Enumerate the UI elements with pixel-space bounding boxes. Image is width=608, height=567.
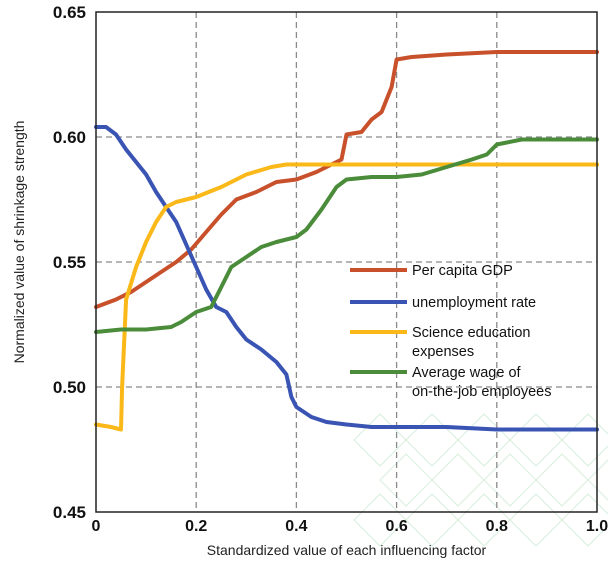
series-lines bbox=[96, 52, 597, 430]
x-tick-label: 1.0 bbox=[586, 518, 608, 535]
watermark-diamond bbox=[354, 414, 406, 466]
watermark-diamond bbox=[536, 454, 588, 506]
y-tick-label: 0.55 bbox=[53, 253, 86, 272]
watermark-diamond bbox=[588, 454, 608, 506]
legend: Per capita GDP unemployment rate Science e… bbox=[350, 263, 551, 400]
x-tick-label: 0.8 bbox=[486, 518, 508, 535]
legend-label: Average wage of bbox=[412, 365, 522, 381]
grid bbox=[96, 12, 597, 512]
legend-label: expenses bbox=[412, 344, 474, 360]
x-tick-label: 0.2 bbox=[185, 518, 207, 535]
watermark-diamond bbox=[432, 454, 484, 506]
watermark-diamond bbox=[484, 454, 536, 506]
watermark-diamond bbox=[458, 414, 510, 466]
y-axis-ticks: 0.45 0.50 0.55 0.60 0.65 bbox=[53, 3, 86, 522]
legend-label: Science education bbox=[412, 325, 531, 341]
watermark-diamond bbox=[406, 414, 458, 466]
y-tick-label: 0.45 bbox=[53, 503, 86, 522]
y-tick-label: 0.50 bbox=[53, 378, 86, 397]
y-axis-title: Normalized value of shrinkage strength bbox=[11, 121, 27, 364]
x-axis-title: Standardized value of each influencing f… bbox=[207, 542, 487, 558]
y-tick-label: 0.65 bbox=[53, 3, 86, 22]
x-tick-label: 0.4 bbox=[285, 518, 307, 535]
watermark-diamond bbox=[406, 494, 458, 546]
watermark-diamond bbox=[510, 414, 562, 466]
y-tick-label: 0.60 bbox=[53, 128, 86, 147]
legend-label: Per capita GDP bbox=[412, 263, 513, 279]
x-tick-label: 0.6 bbox=[385, 518, 407, 535]
legend-label: unemployment rate bbox=[412, 295, 536, 311]
x-tick-label: 0 bbox=[92, 518, 101, 535]
legend-label: on-the-job employees bbox=[412, 384, 551, 400]
x-axis-ticks: 0 0.2 0.4 0.6 0.8 1.0 bbox=[92, 518, 608, 535]
watermark-diamond bbox=[380, 454, 432, 506]
watermark-diamond bbox=[510, 494, 562, 546]
watermark-diamond bbox=[562, 414, 608, 466]
